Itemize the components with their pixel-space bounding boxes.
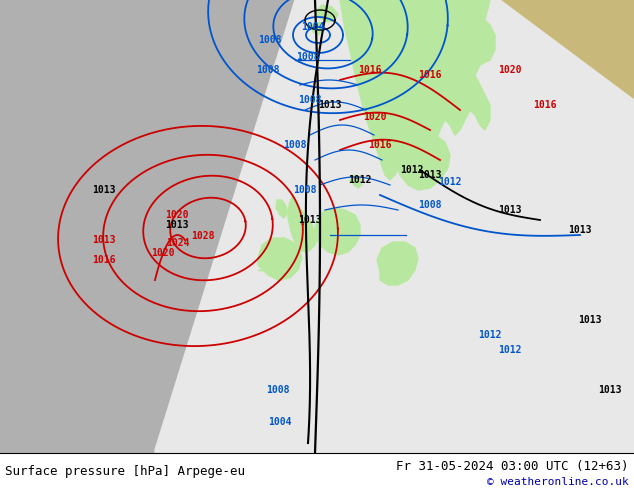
Polygon shape [0,0,634,453]
Text: 1013: 1013 [498,205,522,215]
Text: Fr 31-05-2024 03:00 UTC (12+63): Fr 31-05-2024 03:00 UTC (12+63) [396,460,629,473]
Text: 1012: 1012 [348,175,372,185]
Polygon shape [0,0,295,453]
Polygon shape [315,5,338,22]
Text: 1016: 1016 [92,255,115,265]
Text: Surface pressure [hPa] Arpege-eu: Surface pressure [hPa] Arpege-eu [5,465,245,478]
Text: 1013: 1013 [568,225,592,235]
Bar [0,453,634,490]
Text: 1013: 1013 [578,315,602,325]
Text: 1024: 1024 [166,238,190,248]
Text: 1012: 1012 [478,330,501,340]
Text: 1016: 1016 [358,65,382,75]
Text: 1013: 1013 [598,385,622,395]
Text: 1008: 1008 [283,140,307,150]
Text: 1013: 1013 [318,100,342,110]
Text: 1016: 1016 [533,100,557,110]
Text: 1008: 1008 [256,65,280,75]
Text: 1013: 1013 [418,170,442,180]
Text: 1008: 1008 [298,95,321,105]
Text: 1008: 1008 [266,385,290,395]
Polygon shape [288,195,318,252]
Polygon shape [340,0,495,180]
Text: 1020: 1020 [498,65,522,75]
Text: 1013: 1013 [298,215,321,225]
Text: © weatheronline.co.uk: © weatheronline.co.uk [488,477,629,487]
Polygon shape [276,200,287,218]
Text: 1008: 1008 [418,200,442,210]
Text: 1013: 1013 [92,185,115,195]
Text: 1008: 1008 [294,185,317,195]
Text: 1013: 1013 [92,235,115,245]
Polygon shape [377,242,418,285]
Text: 1012: 1012 [400,165,424,175]
Polygon shape [350,175,362,188]
Text: 1016: 1016 [418,70,442,80]
Text: 1008: 1008 [296,52,320,62]
Text: 1012: 1012 [438,177,462,187]
Polygon shape [315,208,360,255]
Text: 1028: 1028 [191,231,215,241]
Text: 1020: 1020 [165,210,188,220]
Text: 1012: 1012 [498,345,522,355]
Text: 1004: 1004 [268,417,292,427]
Text: 1016: 1016 [368,140,392,150]
Text: 1008: 1008 [258,35,281,45]
Polygon shape [258,238,302,280]
Text: 1004: 1004 [301,22,325,32]
Text: 1013: 1013 [165,220,188,230]
Polygon shape [395,135,450,190]
Polygon shape [155,0,634,453]
Polygon shape [310,22,322,35]
Text: 1020: 1020 [152,248,175,258]
Text: 1020: 1020 [363,112,387,122]
